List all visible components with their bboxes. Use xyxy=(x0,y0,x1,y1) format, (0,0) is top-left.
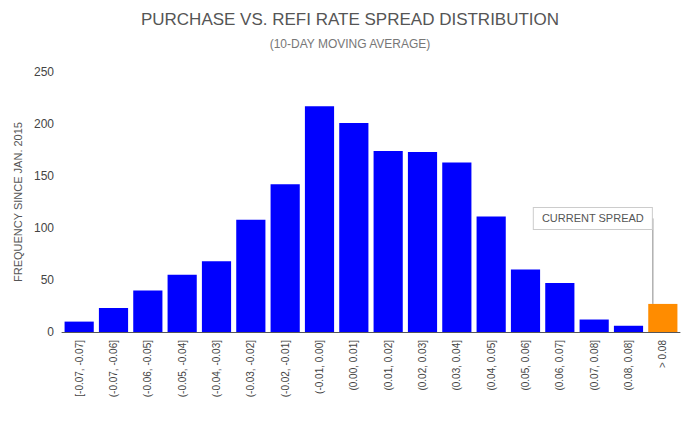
svg-text:(-0.05, -0.04]: (-0.05, -0.04] xyxy=(177,340,188,397)
svg-text:(-0.03, -0.02]: (-0.03, -0.02] xyxy=(245,340,256,397)
svg-text:FREQUENCY SINCE JAN. 2015: FREQUENCY SINCE JAN. 2015 xyxy=(12,122,24,282)
svg-text:150: 150 xyxy=(34,169,54,183)
svg-text:(0.02, 0.03]: (0.02, 0.03] xyxy=(417,340,428,391)
svg-text:100: 100 xyxy=(34,221,54,235)
svg-text:[-0.07, -0.07]: [-0.07, -0.07] xyxy=(74,340,85,397)
svg-text:(0.08, 0.08]: (0.08, 0.08] xyxy=(623,340,634,391)
svg-text:(-0.02, -0.01]: (-0.02, -0.01] xyxy=(280,340,291,397)
svg-text:(0.03, 0.04]: (0.03, 0.04] xyxy=(451,340,462,391)
svg-text:200: 200 xyxy=(34,117,54,131)
svg-text:(-0.01, 0.00]: (-0.01, 0.00] xyxy=(314,340,325,394)
svg-text:50: 50 xyxy=(41,273,55,287)
svg-text:(0.07, 0.08]: (0.07, 0.08] xyxy=(589,340,600,391)
svg-text:(-0.04, -0.03]: (-0.04, -0.03] xyxy=(211,340,222,397)
svg-text:0: 0 xyxy=(47,325,54,339)
svg-text:250: 250 xyxy=(34,65,54,79)
svg-text:(10-DAY MOVING AVERAGE): (10-DAY MOVING AVERAGE) xyxy=(270,37,431,51)
svg-text:(0.05, 0.06]: (0.05, 0.06] xyxy=(520,340,531,391)
svg-text:> 0.08: > 0.08 xyxy=(657,340,668,369)
svg-text:(-0.07, -0.06]: (-0.07, -0.06] xyxy=(108,340,119,397)
svg-text:(0.01, 0.02]: (0.01, 0.02] xyxy=(383,340,394,391)
svg-text:(0.04, 0.05]: (0.04, 0.05] xyxy=(486,340,497,391)
svg-text:(-0.06, -0.05]: (-0.06, -0.05] xyxy=(142,340,153,397)
svg-text:(0.00, 0.01]: (0.00, 0.01] xyxy=(348,340,359,391)
svg-text:(0.06, 0.07]: (0.06, 0.07] xyxy=(554,340,565,391)
svg-text:PURCHASE VS. REFI RATE SPREAD: PURCHASE VS. REFI RATE SPREAD DISTRIBUTI… xyxy=(141,10,559,29)
svg-text:CURRENT SPREAD: CURRENT SPREAD xyxy=(542,212,644,224)
